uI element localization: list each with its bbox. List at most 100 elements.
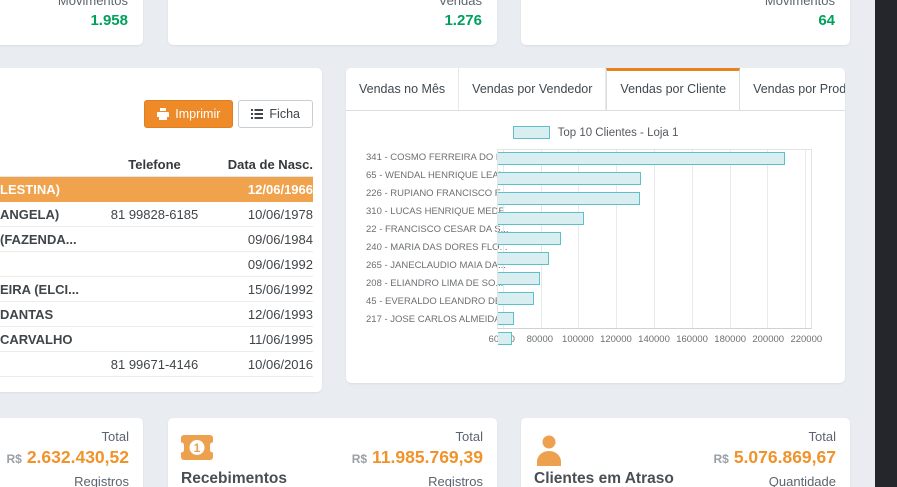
tab-vendas-no-m-s[interactable]: Vendas no Mês [346, 68, 460, 110]
bar-row [498, 332, 811, 350]
table-row[interactable]: 09/06/1992 [0, 252, 313, 277]
bar[interactable] [498, 312, 515, 325]
x-tick-label: 120000 [600, 334, 632, 345]
table-row[interactable]: DANTAS 12/06/1993 [0, 302, 313, 327]
tab-vendas-por-vendedor[interactable]: Vendas por Vendedor [459, 68, 607, 110]
svg-text:1: 1 [194, 441, 201, 455]
currency-prefix: R$ [351, 452, 368, 466]
y-tick-label: 265 - JANECLAUDIO MAIA DA... [366, 260, 506, 271]
total-label: Total [455, 429, 483, 444]
gridline [767, 150, 769, 328]
summary-card-label: Vendas [438, 0, 482, 8]
bar-row [498, 312, 811, 330]
count-label: Registros [74, 474, 129, 487]
client-birthdate: 15/06/1992 [247, 281, 313, 297]
gridline [578, 150, 580, 328]
print-button[interactable]: Imprimir [144, 100, 234, 128]
total-card-1: Total R$ 2.632.430,52 Registros [0, 418, 143, 487]
bar-row [498, 152, 811, 170]
bar-row [498, 272, 811, 290]
clients-toolbar: Imprimir Ficha [144, 100, 313, 128]
bar[interactable] [498, 152, 785, 165]
client-name: EIRA (ELCI... [0, 281, 79, 297]
recebimentos-card: 1 Recebimentos Total R$ 11.985.769,39 Re… [168, 418, 497, 487]
bar-row [498, 252, 811, 270]
y-tick-label: 65 - WENDAL HENRIQUE LEAL... [366, 170, 512, 181]
summary-card-movimentos-2: Movimentos 64 [521, 0, 850, 45]
bar-row [498, 172, 811, 190]
ficha-button-label: Ficha [269, 107, 300, 121]
bar[interactable] [498, 232, 562, 245]
bar-row [498, 212, 811, 230]
total-value: 5.076.869,67 [733, 447, 836, 467]
bar[interactable] [498, 252, 549, 265]
ficha-button[interactable]: Ficha [238, 100, 313, 128]
person-icon [534, 435, 564, 471]
summary-card-value: 64 [818, 12, 835, 29]
chart-ylabels: 341 - COSMO FERREIRA DO N... 65 - WENDAL … [366, 149, 513, 329]
client-name: ANGELA) [0, 206, 60, 222]
x-tick-label: 200000 [752, 334, 785, 345]
x-tick-label: 180000 [714, 334, 747, 345]
clientes-em-atraso-card: Clientes em Atraso Total R$ 5.076.869,67… [521, 418, 850, 487]
summary-card-label: Movimentos [57, 0, 128, 8]
column-header-birthdate: Data de Nasc. [227, 156, 313, 172]
list-icon [251, 108, 264, 120]
legend-label: Top 10 Clientes - Loja 1 [557, 126, 679, 139]
gridline [691, 150, 693, 328]
gridline [729, 150, 731, 328]
summary-card-vendas: Vendas 1.276 [168, 0, 497, 45]
bar[interactable] [498, 212, 585, 225]
y-tick-label: 22 - FRANCISCO CESAR DA S... [366, 224, 509, 235]
x-tick-label: 80000 [526, 334, 554, 345]
gridline [616, 150, 618, 328]
table-row[interactable]: CARVALHO 11/06/1995 [0, 327, 313, 352]
tab-vendas-por-produto[interactable]: Vendas por Produto [740, 68, 845, 110]
client-birthdate: 11/06/1995 [248, 331, 313, 347]
client-birthdate: 12/06/1993 [247, 306, 313, 322]
table-row[interactable]: (FAZENDA... 09/06/1984 [0, 227, 313, 252]
table-row[interactable]: EIRA (ELCI... 15/06/1992 [0, 277, 313, 302]
summary-card-value: 1.958 [90, 12, 128, 29]
y-tick-label: 341 - COSMO FERREIRA DO N... [366, 152, 511, 163]
bar-row [498, 292, 811, 310]
gridline [654, 150, 656, 328]
sidebar-edge [875, 0, 897, 487]
bar-row [498, 192, 811, 210]
count-label: Registros [428, 474, 483, 487]
bar[interactable] [498, 172, 642, 185]
currency-prefix: R$ [6, 452, 22, 466]
x-tick-label: 220000 [790, 334, 823, 345]
y-tick-label: 217 - JOSE CARLOS ALMEIDA... [366, 314, 509, 325]
total-value: 2.632.430,52 [26, 447, 129, 467]
bar[interactable] [498, 292, 534, 305]
chart-plot [497, 149, 812, 345]
client-birthdate: 09/06/1992 [247, 256, 313, 272]
column-header-phone: Telefone [128, 156, 181, 172]
gridline [805, 150, 807, 328]
sales-tabs: Vendas no Mês Vendas por Vendedor Vendas p… [346, 68, 845, 111]
table-row[interactable]: ANGELA) 81 99828-6185 10/06/1978 [0, 202, 313, 227]
top-clients-chart: 341 - COSMO FERREIRA DO N... 65 - WENDAL … [366, 149, 822, 347]
currency-prefix: R$ [713, 452, 729, 466]
total-label: Total [808, 429, 836, 444]
bar[interactable] [498, 192, 641, 205]
x-tick-label: 100000 [562, 334, 594, 345]
table-row[interactable]: 81 99671-4146 10/06/2016 [0, 352, 313, 377]
bar[interactable] [498, 332, 513, 345]
money-bill-icon: 1 [178, 435, 216, 465]
bar[interactable] [498, 272, 540, 285]
chart-legend[interactable]: Top 10 Clientes - Loja 1 [346, 126, 845, 139]
y-tick-label: 240 - MARIA DAS DORES FLO... [366, 242, 508, 253]
y-tick-label: 208 - ELIANDRO LIMA DE SO... [366, 278, 504, 289]
x-tick-label: 140000 [638, 334, 670, 345]
clients-table: Telefone Data de Nasc. LESTINA) 12/06/196… [0, 152, 313, 377]
table-row[interactable]: LESTINA) 12/06/1966 [0, 177, 313, 202]
client-name: LESTINA) [0, 181, 60, 197]
total-value: 11.985.769,39 [372, 447, 483, 467]
client-phone: 81 99828-6185 [110, 206, 199, 222]
client-birthdate: 10/06/2016 [247, 356, 313, 372]
summary-card-movimentos-1: Movimentos 1.958 [0, 0, 143, 45]
tab-vendas-por-cliente[interactable]: Vendas por Cliente [606, 68, 741, 110]
